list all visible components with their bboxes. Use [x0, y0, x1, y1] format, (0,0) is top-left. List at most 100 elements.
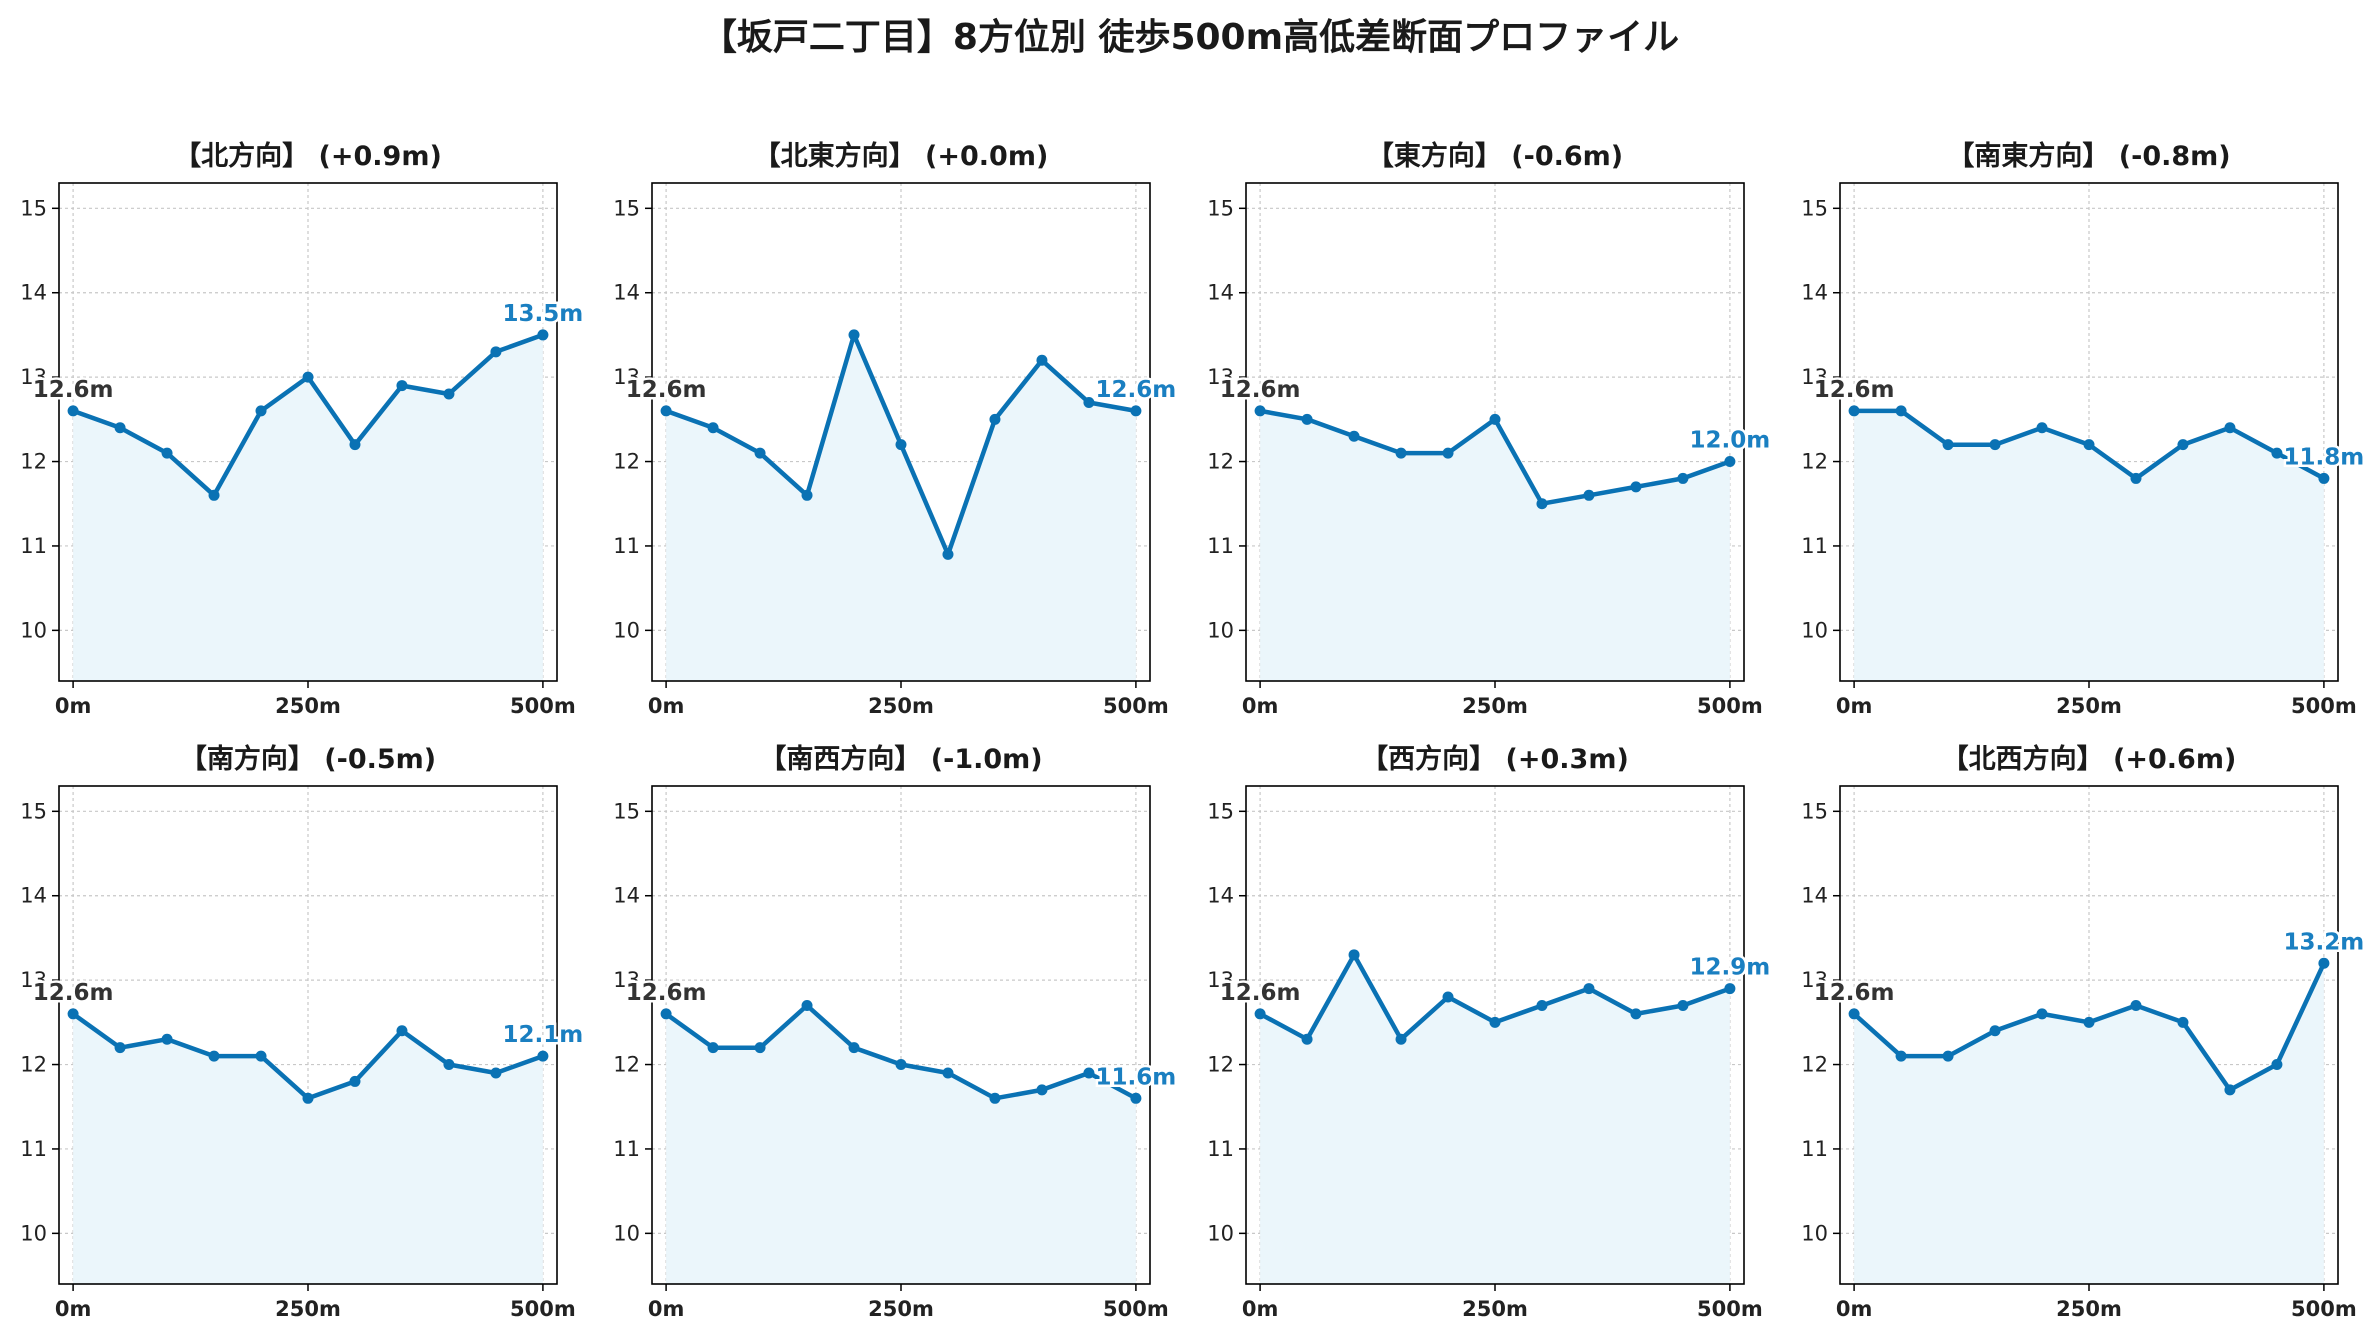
y-tick-label: 10 [1207, 1221, 1234, 1245]
data-point [2318, 472, 2330, 484]
data-point [396, 1025, 408, 1037]
x-tick-label: 250m [2056, 694, 2122, 718]
y-tick-label: 10 [20, 1221, 47, 1245]
y-tick-label: 12 [613, 1053, 640, 1077]
data-point [1724, 456, 1736, 468]
data-point [1301, 413, 1313, 425]
data-point [2130, 999, 2142, 1011]
data-point [1942, 1050, 1954, 1062]
data-point [161, 447, 173, 459]
data-point [396, 380, 408, 392]
x-tick-label: 0m [648, 694, 685, 718]
start-elevation-label: 12.6m [626, 377, 707, 403]
data-point [989, 413, 1001, 425]
y-tick-label: 15 [1801, 799, 1828, 823]
data-point [895, 439, 907, 451]
subplot-1: 【北方向】 (+0.9m) 10 11 12 13 14 15 0m 250m 500m 12.6m… [20, 140, 585, 718]
data-point [490, 1067, 502, 1079]
data-point [2177, 1016, 2189, 1028]
y-tick-label: 10 [1207, 618, 1234, 642]
end-elevation-label: 13.2m [2284, 929, 2365, 955]
data-point [1989, 1025, 2001, 1037]
subplot-title: 【東方向】 (-0.6m) [1367, 140, 1623, 172]
y-tick-label: 12 [1207, 1053, 1234, 1077]
y-tick-label: 11 [613, 534, 640, 558]
y-tick-label: 10 [613, 1221, 640, 1245]
y-tick-label: 12 [20, 1053, 47, 1077]
data-point [1630, 1008, 1642, 1020]
end-elevation-label: 11.6m [1096, 1064, 1177, 1090]
start-elevation-label: 12.6m [33, 377, 114, 403]
data-point [895, 1059, 907, 1071]
data-point [2271, 1059, 2283, 1071]
end-elevation-label: 13.5m [503, 301, 584, 327]
end-elevation-label: 12.1m [503, 1022, 584, 1048]
data-point [1848, 1008, 1860, 1020]
data-point [1442, 991, 1454, 1003]
subplot-title: 【北方向】 (+0.9m) [174, 140, 442, 172]
data-point [660, 1008, 672, 1020]
data-point [1036, 354, 1048, 366]
y-tick-label: 13 [1207, 365, 1234, 389]
subplot-5: 【南方向】 (-0.5m) 10 11 12 13 14 15 0m 250m 500m 12.6m… [20, 743, 585, 1321]
data-point [1348, 949, 1360, 961]
data-point [1536, 999, 1548, 1011]
y-tick-label: 13 [613, 365, 640, 389]
subplot-title: 【北西方向】 (+0.6m) [1942, 743, 2237, 775]
subplot-4: 【南東方向】 (-0.8m) 10 11 12 13 14 15 0m 250m 500m 12.6… [1801, 140, 2366, 718]
data-point [1301, 1033, 1313, 1045]
subplot-title: 【西方向】 (+0.3m) [1361, 743, 1629, 775]
data-point [1583, 983, 1595, 995]
y-tick-label: 15 [613, 799, 640, 823]
y-tick-label: 14 [613, 884, 640, 908]
y-tick-label: 15 [1207, 196, 1234, 220]
data-point [1630, 481, 1642, 493]
data-point [989, 1092, 1001, 1104]
x-tick-label: 500m [510, 1297, 576, 1321]
x-tick-label: 500m [510, 694, 576, 718]
figure-title: 【坂戸二丁目】8方位別 徒歩500m高低差断面プロファイル [700, 17, 1680, 58]
x-tick-label: 500m [1697, 694, 1763, 718]
x-tick-label: 500m [1697, 1297, 1763, 1321]
data-point [1942, 439, 1954, 451]
y-tick-label: 14 [20, 884, 47, 908]
data-point [161, 1033, 173, 1045]
y-tick-label: 12 [1207, 450, 1234, 474]
data-point [1489, 1016, 1501, 1028]
y-tick-label: 15 [20, 799, 47, 823]
data-point [1536, 498, 1548, 510]
x-tick-label: 0m [55, 1297, 92, 1321]
data-point [848, 329, 860, 341]
start-elevation-label: 12.6m [1220, 377, 1301, 403]
data-point [801, 999, 813, 1011]
y-tick-label: 14 [1207, 281, 1234, 305]
data-point [1489, 413, 1501, 425]
y-tick-label: 13 [20, 365, 47, 389]
subplot-8: 【北西方向】 (+0.6m) 10 11 12 13 14 15 0m 250m 500m 12.6… [1801, 743, 2366, 1321]
subplot-7: 【西方向】 (+0.3m) 10 11 12 13 14 15 0m 250m 500m 12.6m… [1207, 743, 1772, 1321]
data-point [848, 1042, 860, 1054]
data-point [443, 388, 455, 400]
y-tick-label: 11 [1801, 534, 1828, 558]
subplot-3: 【東方向】 (-0.6m) 10 11 12 13 14 15 0m 250m 500m 12.6m… [1207, 140, 1772, 718]
area-fill [666, 334, 1136, 681]
data-point [2224, 1084, 2236, 1096]
data-point [443, 1059, 455, 1071]
data-point [1583, 489, 1595, 501]
area-fill [1260, 410, 1730, 681]
subplot-title: 【南東方向】 (-0.8m) [1947, 140, 2230, 172]
data-point [1254, 1008, 1266, 1020]
x-tick-label: 0m [1242, 1297, 1279, 1321]
y-tick-label: 14 [1801, 281, 1828, 305]
data-point [208, 1050, 220, 1062]
data-point [302, 371, 314, 383]
y-tick-label: 11 [20, 1137, 47, 1161]
data-point [302, 1092, 314, 1104]
area-fill [666, 1005, 1136, 1284]
y-tick-label: 14 [613, 281, 640, 305]
data-point [754, 447, 766, 459]
data-point [1989, 439, 2001, 451]
y-tick-label: 11 [20, 534, 47, 558]
data-point [660, 405, 672, 417]
x-tick-label: 250m [1462, 1297, 1528, 1321]
